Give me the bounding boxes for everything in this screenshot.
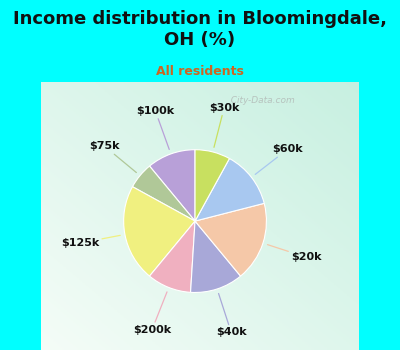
Wedge shape <box>124 187 195 276</box>
Text: Income distribution in Bloomingdale,
OH (%): Income distribution in Bloomingdale, OH … <box>13 10 387 49</box>
Wedge shape <box>195 159 264 221</box>
Text: $125k: $125k <box>61 235 120 248</box>
Wedge shape <box>150 221 195 292</box>
Wedge shape <box>195 203 266 276</box>
Wedge shape <box>150 150 195 221</box>
Wedge shape <box>195 150 230 221</box>
Text: City-Data.com: City-Data.com <box>225 97 295 105</box>
Wedge shape <box>190 221 240 293</box>
Text: $20k: $20k <box>268 245 322 262</box>
Text: All residents: All residents <box>156 65 244 78</box>
Text: $30k: $30k <box>209 103 239 147</box>
Text: $40k: $40k <box>216 294 246 337</box>
Text: $60k: $60k <box>255 144 303 174</box>
Text: $200k: $200k <box>133 292 171 335</box>
Wedge shape <box>132 166 195 221</box>
Text: $75k: $75k <box>90 141 136 173</box>
Text: $100k: $100k <box>136 106 174 149</box>
